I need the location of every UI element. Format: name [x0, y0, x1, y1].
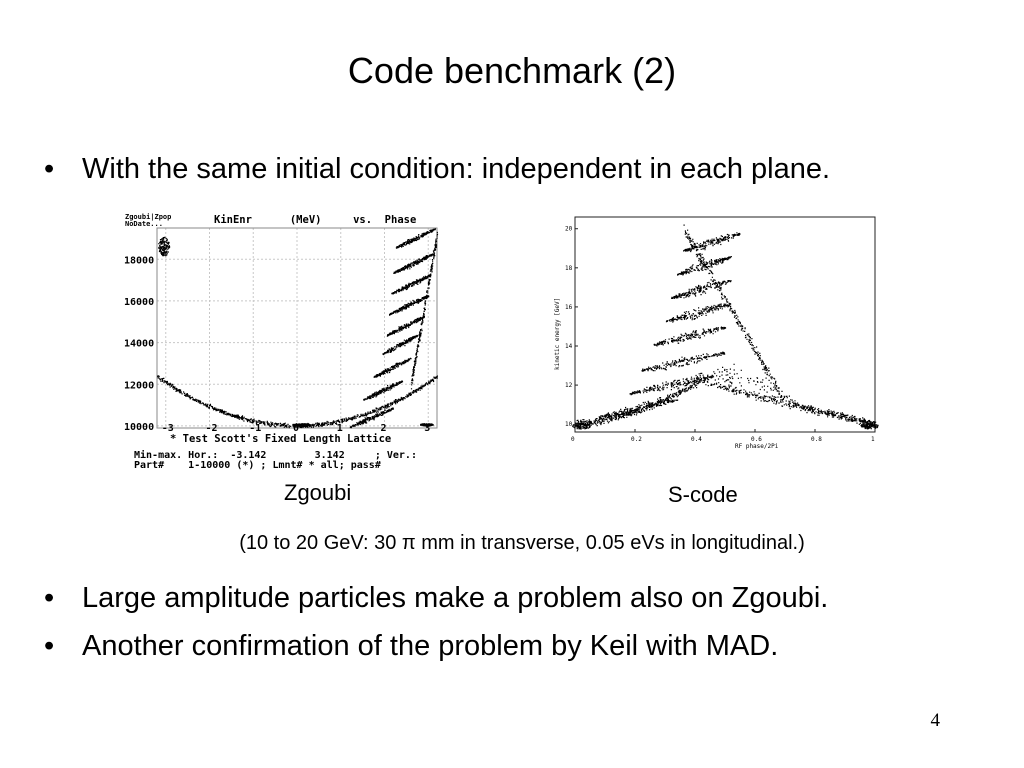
- x-tick-label: 3: [424, 423, 430, 434]
- zgoubi-x-ticks: -3 -2 -1 0 1 2 3: [162, 423, 431, 434]
- x-tick-label: 0: [293, 423, 299, 434]
- x-tick-label: 0.8: [811, 436, 822, 443]
- y-tick-label: 10000: [124, 422, 154, 433]
- scode-chart: 0 0.2 0.4 0.6 0.8 1 10 12 14 16 18 20 RF phase/2Pi…: [554, 216, 879, 450]
- x-tick-label: -1: [249, 423, 261, 434]
- scode-y-ticks: 10 12 14 16 18 20: [565, 226, 578, 428]
- slide-title: Code benchmark (2): [347, 50, 677, 91]
- zgoubi-corner-label-1: Zgoubi|Zpop: [125, 213, 171, 222]
- scode-x-axis-label: RF phase/2Pi: [735, 443, 779, 450]
- zgoubi-chart: Zgoubi|Zpop NoDate... KinEnr (MeV) vs. P…: [124, 213, 439, 471]
- zgoubi-chart-title: KinEnr (MeV) vs. Phase: [214, 214, 416, 226]
- y-tick-label: 18: [565, 265, 573, 272]
- x-tick-label: 2: [381, 423, 387, 434]
- scode-plot-frame: [574, 216, 876, 433]
- x-tick-label: -2: [206, 423, 218, 434]
- parameters-note: (10 to 20 GeV: 30 π mm in transverse, 0.…: [239, 532, 805, 554]
- bullet-dot: •: [44, 582, 55, 614]
- x-tick-label: -3: [162, 423, 174, 434]
- bullet-text: Large amplitude particles make a problem…: [82, 582, 829, 614]
- x-tick-label: 1: [871, 436, 875, 443]
- zgoubi-corner-label-2: NoDate...: [125, 220, 163, 228]
- caption-scode: S-code: [668, 482, 738, 507]
- y-tick-label: 18000: [124, 255, 154, 266]
- x-tick-label: 0.4: [691, 436, 702, 443]
- scode-y-axis-label: kinetic energy [GeV]: [554, 298, 561, 370]
- zgoubi-footer-3: Part# 1-10000 (*) ; Lmnt# * all; pass#: [134, 460, 381, 471]
- y-tick-label: 10: [565, 421, 573, 428]
- scatter-dots: [572, 224, 879, 430]
- x-tick-label: 0: [571, 436, 575, 443]
- x-tick-label: 1: [337, 423, 343, 434]
- scode-points: [572, 224, 879, 430]
- caption-zgoubi: Zgoubi: [284, 480, 352, 505]
- zgoubi-y-ticks: 10000 12000 14000 16000 18000: [124, 255, 154, 433]
- bullet-3: • Another confirmation of the problem by …: [44, 630, 778, 663]
- bullet-text: With the same initial condition: indepen…: [82, 153, 831, 185]
- zgoubi-footer-1: * Test Scott's Fixed Length Lattice: [170, 433, 391, 445]
- zgoubi-footer-2: Min-max. Hor.: -3.142 3.142 ; Ver.:: [134, 449, 417, 461]
- page-number: 4: [930, 710, 941, 731]
- y-tick-label: 20: [565, 226, 573, 233]
- x-tick-label: 0.2: [631, 436, 642, 443]
- y-tick-label: 14000: [124, 339, 154, 350]
- bullet-text: Another confirmation of the problem by K…: [82, 630, 779, 662]
- scatter-dots: [157, 228, 439, 429]
- zgoubi-points: [157, 228, 439, 429]
- y-tick-label: 12000: [124, 380, 154, 391]
- bullet-dot: •: [44, 630, 55, 662]
- scode-x-ticks: 0 0.2 0.4 0.6 0.8 1: [571, 429, 876, 443]
- zgoubi-grid: [157, 228, 437, 428]
- y-tick-label: 16000: [124, 297, 154, 308]
- bullet-dot: •: [44, 153, 55, 185]
- y-tick-label: 16: [565, 304, 573, 311]
- x-tick-label: 0.6: [751, 436, 762, 443]
- y-tick-label: 12: [565, 382, 573, 389]
- bullet-1: • With the same initial condition: indepe…: [44, 153, 830, 186]
- y-tick-label: 14: [565, 343, 573, 350]
- zgoubi-plot-frame: [156, 227, 438, 429]
- bullet-2: • Large amplitude particles make a proble…: [44, 582, 828, 615]
